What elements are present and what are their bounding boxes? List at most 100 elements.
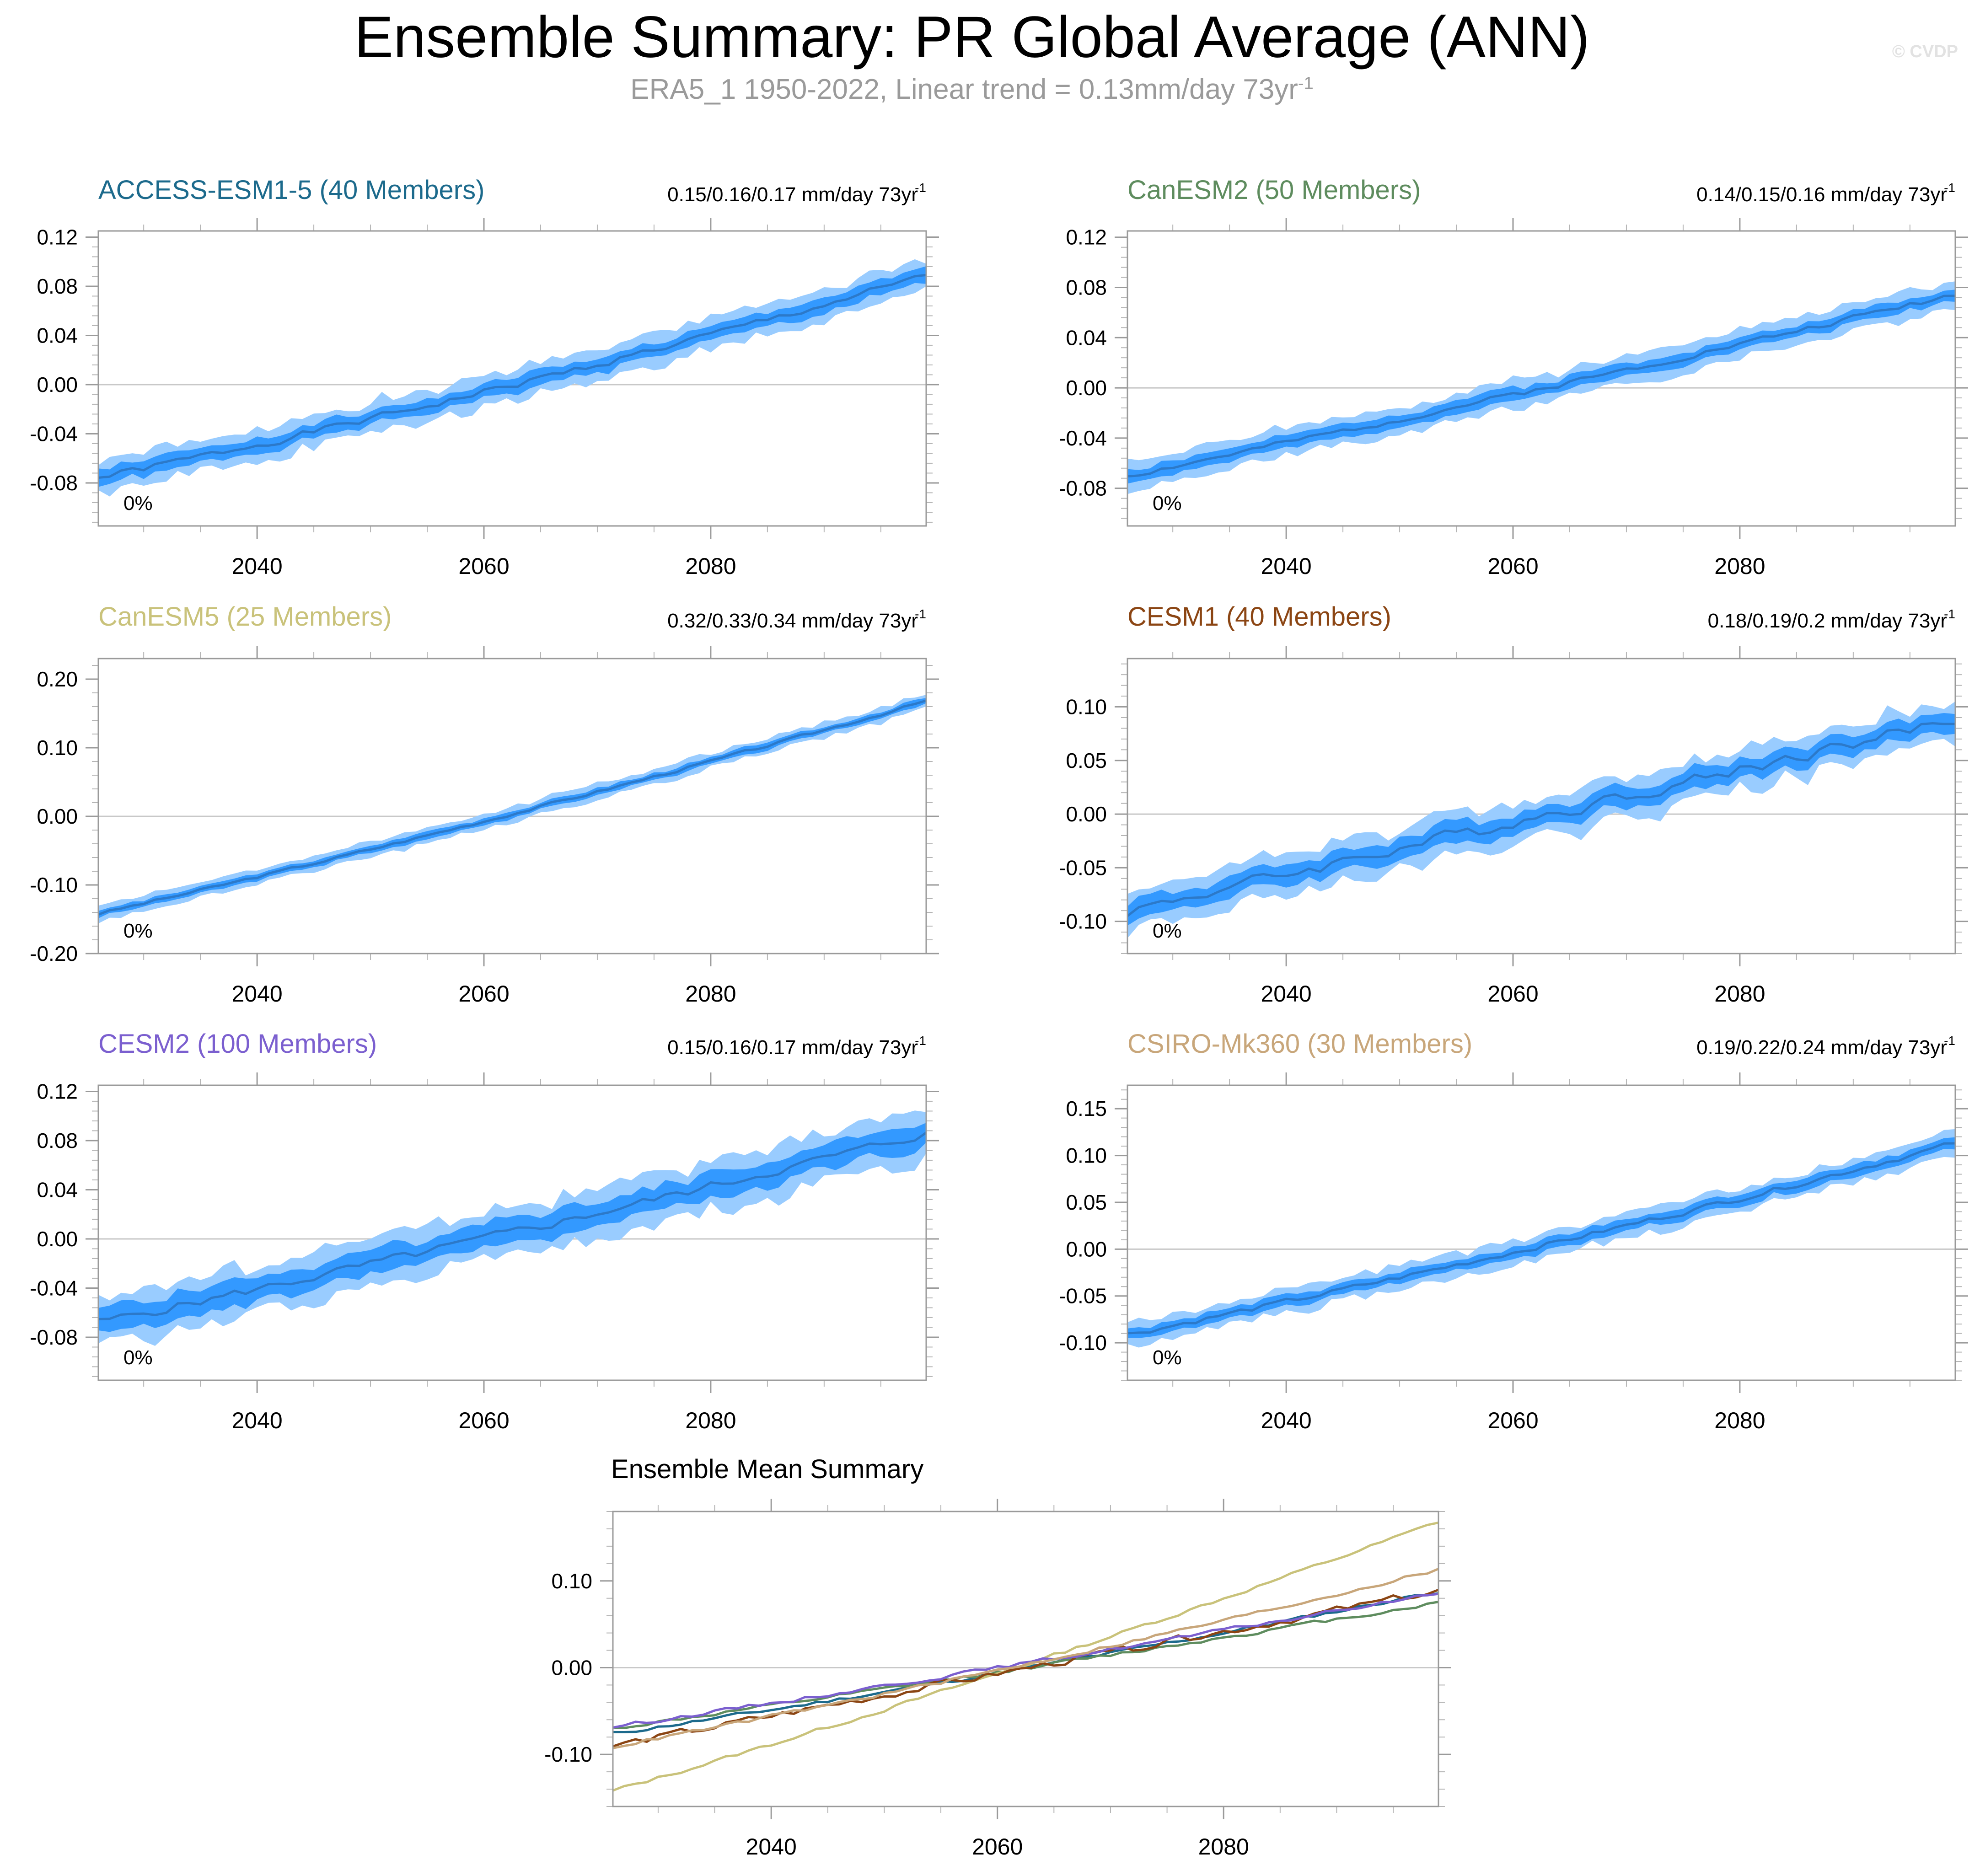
x-tick-label: 2040 <box>232 981 283 1007</box>
series-line-canesm5 <box>612 1521 1439 1792</box>
plot-frame <box>1127 230 1956 527</box>
y-tick-label: 0.12 <box>1066 225 1107 249</box>
plot-frame <box>1127 1084 1956 1381</box>
ensemble-mean-line <box>98 699 927 916</box>
y-tick-label: -0.05 <box>1059 1284 1107 1308</box>
percent-label: 0% <box>123 1346 153 1369</box>
trend-superscript: -1 <box>1944 181 1955 195</box>
trend-label: 0.14/0.15/0.16 mm/day 73yr <box>1696 183 1947 206</box>
y-tick-label: 0.00 <box>1066 802 1107 826</box>
y-tick-label: 0.00 <box>37 373 78 397</box>
percent-label: 0% <box>123 920 153 942</box>
percent-label: 0% <box>1153 920 1182 942</box>
cvdp-watermark: © CVDP <box>1892 42 1958 61</box>
percent-label: 0% <box>123 492 153 515</box>
y-tick-label: 0.00 <box>37 1227 78 1251</box>
inner-range-band <box>1127 289 1955 484</box>
inner-range-band <box>98 698 926 918</box>
page-title: Ensemble Summary: PR Global Average (ANN… <box>354 5 1590 70</box>
outer-range-band <box>98 259 926 497</box>
ensemble-mean-line <box>1127 722 1955 917</box>
panel-title: CanESM5 (25 Members) <box>98 602 392 632</box>
x-tick-label: 2040 <box>1261 1408 1312 1433</box>
trend-superscript: -1 <box>1944 1034 1955 1048</box>
subtitle-superscript: -1 <box>1298 74 1314 93</box>
trend-label: 0.19/0.22/0.24 mm/day 73yr <box>1696 1036 1947 1059</box>
y-tick-label: -0.08 <box>30 1325 78 1349</box>
x-tick-label: 2080 <box>685 981 736 1007</box>
y-tick-label: 0.08 <box>37 274 78 298</box>
x-tick-label: 2080 <box>1198 1834 1249 1860</box>
y-tick-label: -0.04 <box>30 422 78 445</box>
trend-label: 0.15/0.16/0.17 mm/day 73yr <box>667 183 918 206</box>
page-subtitle: ERA5_1 1950-2022, Linear trend = 0.13mm/… <box>0 73 1944 106</box>
inner-range-band <box>1127 1137 1955 1338</box>
x-tick-label: 2040 <box>1261 981 1312 1007</box>
y-tick-label: -0.08 <box>1059 477 1107 500</box>
y-tick-label: -0.10 <box>1059 910 1107 933</box>
y-tick-label: 0.10 <box>1066 1144 1107 1168</box>
y-tick-label: -0.20 <box>30 942 78 965</box>
y-tick-label: 0.15 <box>1066 1097 1107 1120</box>
y-tick-label: 0.00 <box>551 1656 592 1679</box>
y-tick-label: -0.10 <box>1059 1331 1107 1355</box>
panel-title: CSIRO-Mk360 (30 Members) <box>1127 1029 1472 1059</box>
y-tick-label: -0.04 <box>30 1276 78 1300</box>
y-tick-label: 0.00 <box>1066 376 1107 400</box>
x-tick-label: 2080 <box>685 1408 736 1433</box>
y-tick-label: 0.04 <box>1066 326 1107 349</box>
x-tick-label: 2040 <box>232 1408 283 1433</box>
x-tick-label: 2080 <box>1714 981 1765 1007</box>
y-tick-label: 0.04 <box>37 1178 78 1201</box>
trend-label: 0.15/0.16/0.17 mm/day 73yr <box>667 1036 918 1059</box>
trend-superscript: -1 <box>915 181 926 195</box>
subtitle-text: ERA5_1 1950-2022, Linear trend = 0.13mm/… <box>630 74 1298 105</box>
y-tick-label: -0.04 <box>1059 426 1107 450</box>
plot-frame <box>97 230 927 527</box>
series-line-cesm2 <box>612 1592 1439 1729</box>
x-tick-label: 2080 <box>1714 553 1765 579</box>
series-line-csiro-mk360 <box>612 1568 1439 1749</box>
y-tick-label: 0.20 <box>37 667 78 691</box>
y-tick-label: 0.04 <box>37 323 78 347</box>
plot-frame <box>1127 658 1956 954</box>
panel-title: CESM1 (40 Members) <box>1127 602 1391 632</box>
y-tick-label: 0.10 <box>37 736 78 760</box>
x-tick-label: 2040 <box>1261 553 1312 579</box>
x-tick-label: 2060 <box>1487 1408 1538 1433</box>
plot-frame <box>97 1084 927 1381</box>
ensemble-mean-line <box>1127 1142 1956 1335</box>
y-tick-label: 0.08 <box>1066 276 1107 300</box>
panel-title: CanESM2 (50 Members) <box>1127 175 1421 205</box>
trend-superscript: -1 <box>915 1034 926 1048</box>
y-tick-label: 0.10 <box>551 1569 592 1593</box>
ensemble-mean-line <box>98 273 927 479</box>
trend-superscript: -1 <box>915 607 926 621</box>
panel-title: ACCESS-ESM1-5 (40 Members) <box>98 175 484 205</box>
outer-range-band <box>98 695 926 924</box>
y-tick-label: -0.05 <box>1059 856 1107 879</box>
x-tick-label: 2040 <box>746 1834 797 1860</box>
y-tick-label: 0.05 <box>1066 749 1107 772</box>
ensemble-mean-line <box>1127 295 1956 478</box>
x-tick-label: 2060 <box>1487 981 1538 1007</box>
panel-title: CESM2 (100 Members) <box>98 1029 377 1059</box>
x-tick-label: 2080 <box>1714 1408 1765 1433</box>
y-tick-label: -0.10 <box>30 873 78 897</box>
x-tick-label: 2040 <box>232 553 283 579</box>
y-tick-label: 0.10 <box>1066 695 1107 719</box>
trend-label: 0.18/0.19/0.2 mm/day 73yr <box>1708 610 1947 632</box>
y-tick-label: 0.00 <box>37 804 78 828</box>
trend-label: 0.32/0.33/0.34 mm/day 73yr <box>667 610 918 632</box>
ensemble-mean-line <box>98 1131 927 1320</box>
plot-frame <box>612 1511 1439 1807</box>
y-tick-label: 0.08 <box>37 1129 78 1152</box>
x-tick-label: 2060 <box>458 1408 509 1433</box>
plot-frame <box>97 658 927 954</box>
x-tick-label: 2060 <box>1487 553 1538 579</box>
x-tick-label: 2060 <box>972 1834 1023 1860</box>
x-tick-label: 2080 <box>685 553 736 579</box>
inner-range-band <box>98 1123 926 1332</box>
summary-title: Ensemble Mean Summary <box>611 1454 923 1484</box>
